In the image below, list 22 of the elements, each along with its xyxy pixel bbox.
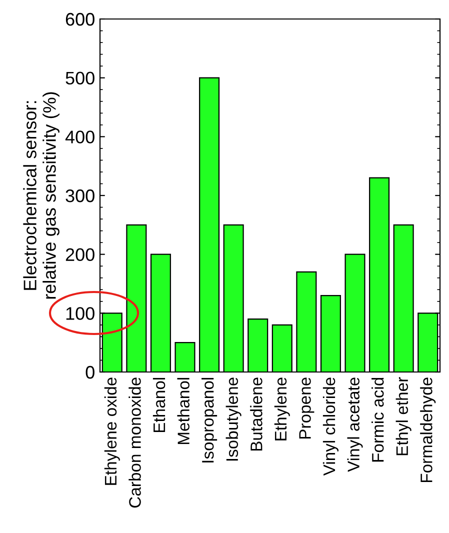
x-tick-label: Formaldehyde (420, 378, 436, 482)
y-tick-label: 600 (66, 12, 94, 26)
x-tick-label: Formic acid (372, 378, 384, 462)
y-axis-title: Electrochemical sensor: relative gas sensitivity (%) (23, 92, 60, 299)
y-tick-label: 100 (66, 307, 94, 320)
y-tick-label: 200 (66, 248, 94, 262)
x-tick-label: Butadiene (250, 378, 262, 451)
x-tick-label: Methanol (177, 378, 190, 444)
x-tick-label: Isopropanol (202, 378, 218, 462)
x-tick-label: Ethylene (274, 378, 290, 440)
x-tick-label: Vinyl acetate (347, 378, 363, 472)
x-tick-label: Ethyl ether (396, 377, 412, 456)
y-tick-label: 300 (66, 189, 94, 202)
x-tick-label: Ethylene oxide (104, 378, 120, 485)
y-tick-label: 500 (66, 72, 94, 85)
x-tick-label: Vinyl chloride (322, 378, 338, 476)
x-tick-label: Isobutylene (226, 378, 242, 461)
y-tick-label: 400 (65, 130, 94, 144)
x-tick-label: Propene (299, 378, 314, 438)
x-tick-label: Carbon monoxide (128, 378, 141, 508)
x-tick-label: Ethanol (152, 378, 166, 432)
y-tick-label: 0 (86, 366, 94, 379)
